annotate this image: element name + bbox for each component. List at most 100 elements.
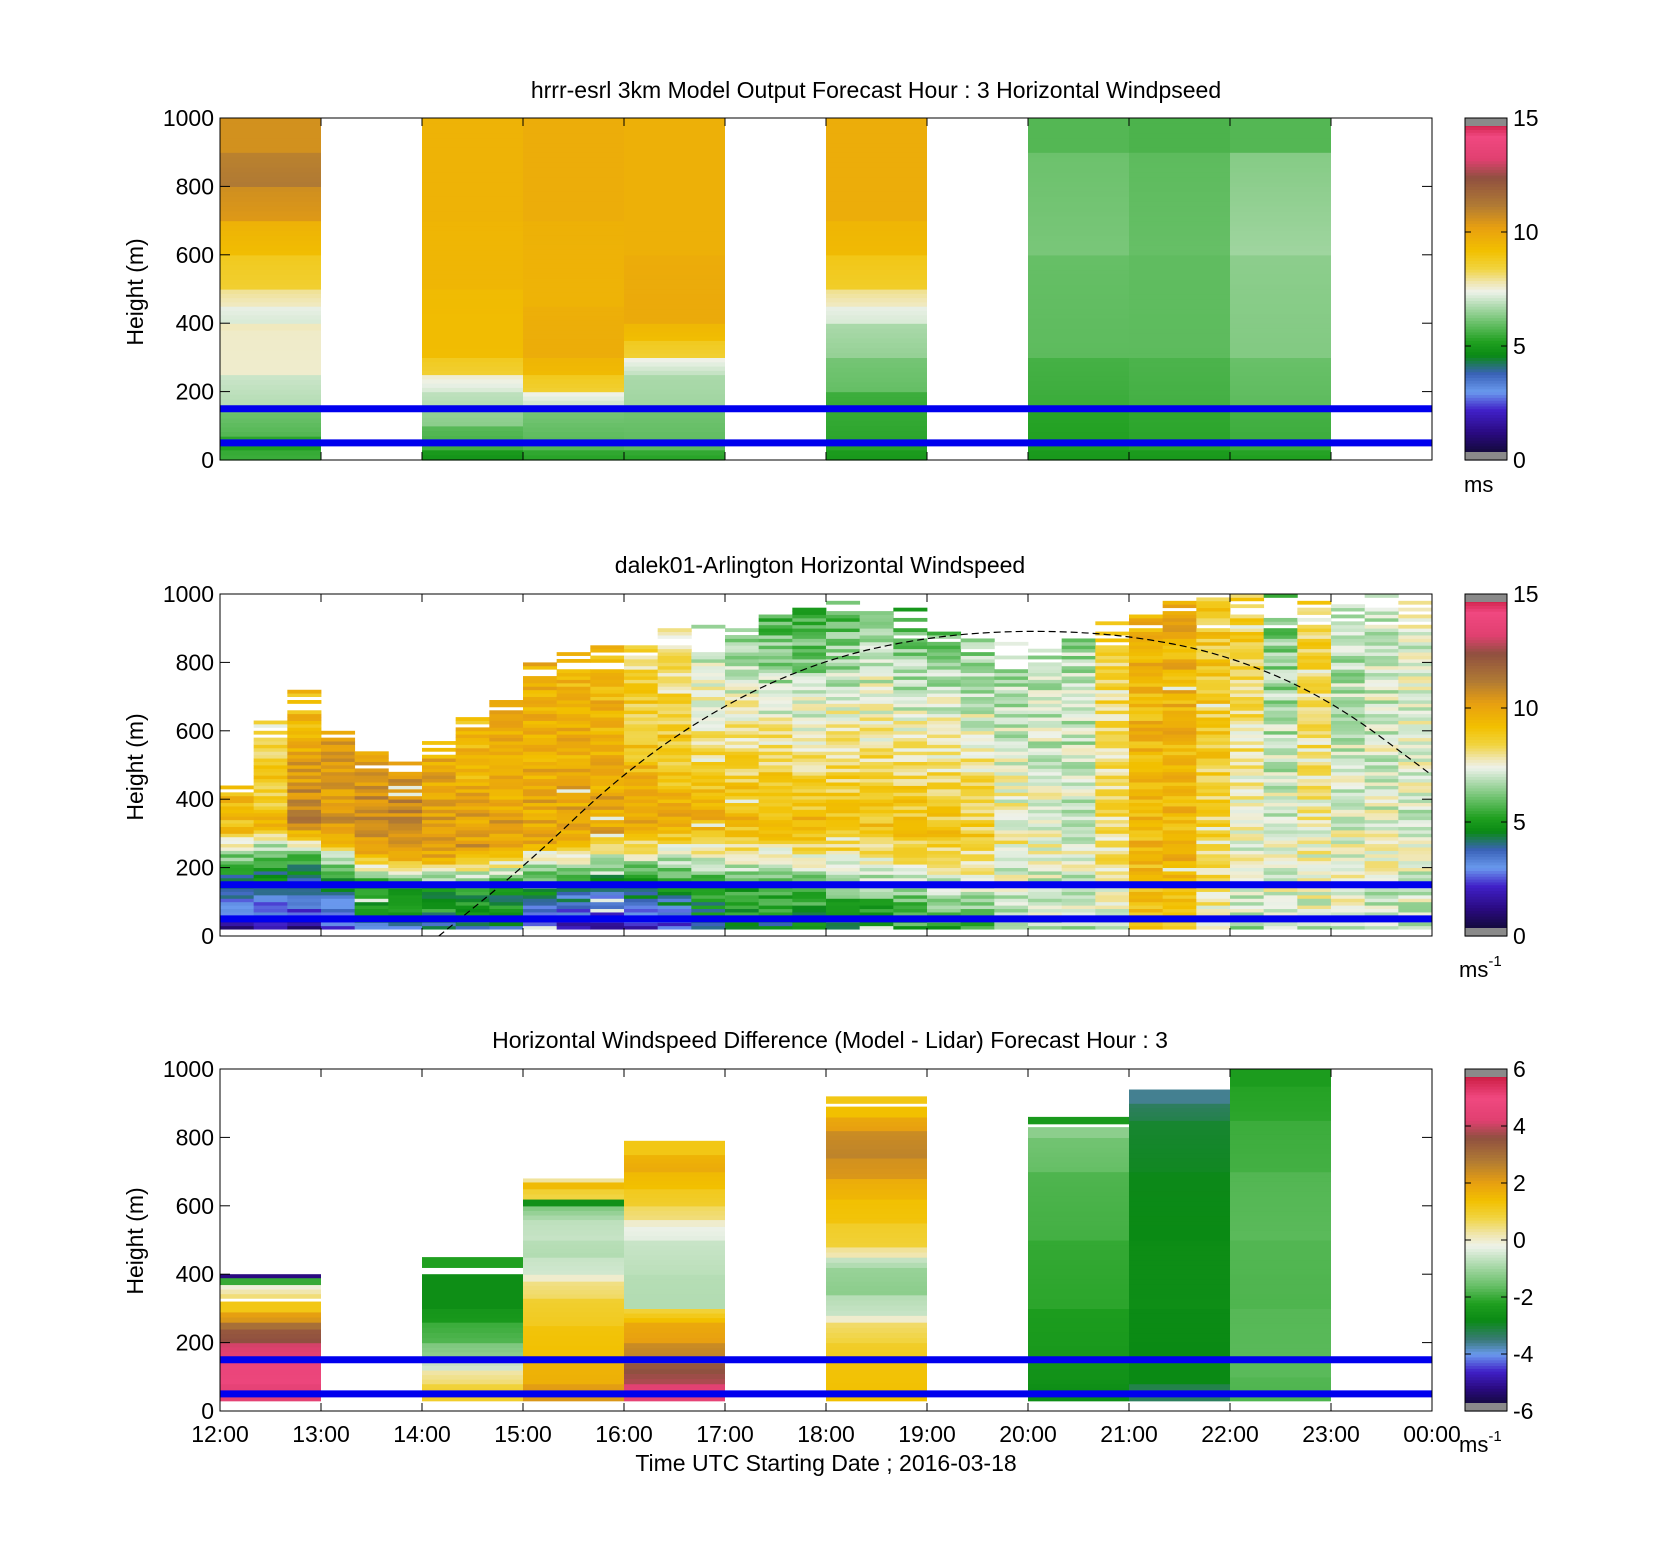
heat-cell bbox=[1263, 905, 1298, 910]
heat-cell bbox=[657, 758, 692, 762]
heat-cell bbox=[1028, 1249, 1129, 1256]
heat-cell bbox=[826, 898, 861, 903]
heat-cell bbox=[1398, 686, 1433, 691]
heat-cell bbox=[1230, 323, 1331, 329]
heat-cell bbox=[1263, 809, 1298, 814]
heat-cell bbox=[826, 1377, 927, 1384]
heat-cell bbox=[523, 836, 558, 841]
heat-cell bbox=[321, 874, 356, 879]
heat-cell bbox=[1061, 908, 1096, 913]
heat-cell bbox=[1196, 723, 1231, 728]
heat-cell bbox=[792, 816, 827, 821]
heat-cell bbox=[893, 730, 928, 735]
heat-cell bbox=[994, 765, 1029, 769]
heat-cell bbox=[1297, 676, 1332, 680]
heat-cell bbox=[826, 352, 927, 358]
heat-cell bbox=[1061, 717, 1096, 721]
heat-cell bbox=[1129, 1387, 1230, 1393]
x-tick-label: 21:00 bbox=[1100, 1421, 1158, 1447]
heat-cell bbox=[1263, 686, 1298, 691]
heat-cell bbox=[1364, 894, 1399, 899]
heat-cell bbox=[1230, 417, 1331, 423]
heat-cell bbox=[792, 631, 827, 636]
heat-cell bbox=[725, 871, 760, 875]
heat-cell bbox=[523, 693, 558, 697]
heat-cell bbox=[1129, 1342, 1230, 1348]
heat-cell bbox=[1230, 1376, 1331, 1383]
heat-cell bbox=[321, 912, 356, 916]
heat-cell bbox=[1028, 352, 1129, 358]
heat-cell bbox=[1230, 225, 1331, 231]
heat-cell bbox=[422, 1365, 523, 1371]
heat-cell bbox=[489, 857, 524, 862]
heat-cell bbox=[1230, 1100, 1331, 1107]
colorbar-segment bbox=[1465, 346, 1507, 350]
heat-cell bbox=[1129, 1375, 1230, 1380]
heat-cell bbox=[1162, 744, 1197, 749]
heat-cell bbox=[1129, 809, 1164, 814]
colorbar-segment bbox=[1465, 1257, 1507, 1261]
heat-cell bbox=[657, 628, 692, 633]
heat-cell bbox=[1196, 888, 1231, 892]
heat-cell bbox=[1364, 782, 1399, 786]
heat-cell bbox=[220, 161, 321, 168]
heat-cell bbox=[1398, 737, 1433, 742]
colorbar-segment bbox=[1465, 1128, 1507, 1133]
heat-cell bbox=[1162, 840, 1197, 845]
colorbar-segment bbox=[1465, 1251, 1507, 1255]
heat-cell bbox=[657, 795, 692, 800]
heat-cell bbox=[523, 1335, 624, 1341]
heat-cell bbox=[893, 648, 928, 653]
heat-cell bbox=[994, 641, 1029, 646]
heat-cell bbox=[960, 871, 995, 875]
heat-cell bbox=[758, 857, 793, 862]
heat-cell bbox=[657, 802, 692, 807]
heat-cell bbox=[1196, 898, 1231, 903]
heat-cell bbox=[1162, 720, 1197, 725]
heat-cell bbox=[758, 706, 793, 711]
colorbar-segment bbox=[1465, 197, 1507, 202]
heat-cell bbox=[1331, 925, 1366, 930]
heat-cell bbox=[758, 723, 793, 728]
heat-cell bbox=[826, 850, 861, 855]
colorbar-segment bbox=[1465, 1228, 1507, 1233]
heat-cell bbox=[523, 1224, 624, 1231]
heat-cell bbox=[1230, 394, 1331, 400]
heat-cell bbox=[523, 301, 624, 307]
heat-cell bbox=[253, 894, 288, 899]
heat-cell bbox=[927, 840, 962, 845]
colorbar-segment bbox=[1465, 1288, 1507, 1292]
heat-cell bbox=[388, 836, 423, 841]
heat-cell bbox=[1297, 669, 1332, 674]
heat-cell bbox=[859, 799, 894, 804]
heat-cell bbox=[725, 905, 760, 910]
heat-cell bbox=[590, 761, 625, 766]
heat-cell bbox=[624, 169, 725, 176]
colorbar-segment bbox=[1465, 1348, 1507, 1352]
heat-cell bbox=[590, 812, 625, 817]
heat-cell bbox=[556, 713, 591, 718]
heat-cell bbox=[1196, 672, 1231, 677]
heat-cell bbox=[1297, 925, 1332, 930]
heat-cell bbox=[859, 696, 894, 701]
heat-cell bbox=[1230, 812, 1265, 817]
heat-cell bbox=[1297, 638, 1332, 643]
heat-cell bbox=[691, 713, 726, 718]
heat-cell bbox=[994, 912, 1029, 916]
heat-cell bbox=[1196, 727, 1231, 732]
heat-cell bbox=[354, 771, 389, 776]
heat-cell bbox=[893, 676, 928, 680]
heat-cell bbox=[826, 812, 861, 817]
heat-cell bbox=[1061, 823, 1096, 827]
heat-cell bbox=[422, 1342, 523, 1348]
heat-cell bbox=[1162, 624, 1197, 629]
heat-cell bbox=[388, 867, 423, 872]
heat-cell bbox=[1331, 874, 1366, 879]
colorbar-segment bbox=[1465, 1245, 1507, 1250]
heat-cell bbox=[1095, 741, 1130, 745]
heat-cell bbox=[523, 758, 558, 762]
heat-cell bbox=[590, 898, 625, 903]
heat-cell bbox=[1230, 843, 1265, 848]
heat-cell bbox=[1331, 812, 1366, 817]
heat-cell bbox=[624, 1175, 725, 1181]
